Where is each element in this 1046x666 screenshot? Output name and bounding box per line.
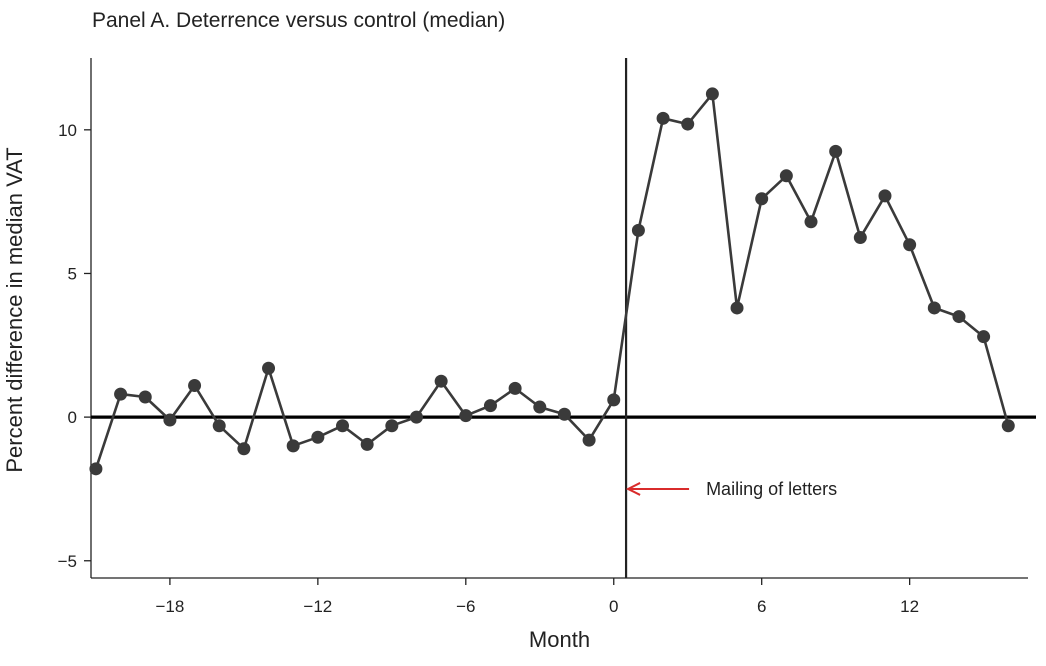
data-point	[434, 374, 448, 388]
data-point	[138, 390, 152, 404]
data-point	[188, 379, 202, 393]
x-tick-label: −12	[303, 597, 332, 616]
y-tick-label: 0	[68, 408, 77, 427]
x-tick-label: 6	[757, 597, 766, 616]
data-point	[779, 169, 793, 183]
data-point	[385, 419, 399, 433]
data-point	[1001, 419, 1015, 433]
data-point	[114, 387, 128, 401]
y-axis-label: Percent difference in median VAT	[2, 147, 27, 472]
annotation-arrow-head	[625, 482, 641, 496]
data-point	[459, 409, 473, 423]
mailing-annotation: Mailing of letters	[625, 479, 837, 499]
data-point	[977, 330, 991, 344]
data-point	[829, 144, 843, 158]
y-tick-label: 10	[58, 121, 77, 140]
x-tick-label: 0	[609, 597, 618, 616]
data-point	[360, 437, 374, 451]
data-points	[89, 87, 1015, 476]
data-point	[903, 238, 917, 252]
data-point	[483, 399, 497, 413]
data-point	[952, 310, 966, 324]
data-point	[311, 430, 325, 444]
x-ticks: −18 −12 −6 0 6 12	[155, 578, 919, 616]
data-point	[656, 111, 670, 125]
data-point	[804, 215, 818, 229]
data-point	[409, 410, 423, 424]
data-point	[212, 419, 226, 433]
data-point	[533, 400, 547, 414]
data-point	[557, 407, 571, 421]
chart-title: Panel A. Deterrence versus control (medi…	[92, 9, 505, 32]
data-point	[730, 301, 744, 315]
x-tick-label: −18	[155, 597, 184, 616]
annotation-text: Mailing of letters	[706, 479, 837, 499]
data-point	[853, 231, 867, 245]
data-point	[755, 192, 769, 206]
data-point	[89, 462, 103, 476]
data-point	[336, 419, 350, 433]
data-point	[582, 433, 596, 447]
x-tick-label: 12	[900, 597, 919, 616]
data-point	[163, 413, 177, 427]
y-ticks: −5 0 5 10	[58, 121, 91, 571]
data-point	[286, 439, 300, 453]
data-point	[631, 223, 645, 237]
data-point	[705, 87, 719, 101]
data-point	[878, 189, 892, 203]
data-point	[508, 381, 522, 395]
data-point	[927, 301, 941, 315]
x-axis-label: Month	[529, 627, 590, 652]
y-tick-label: −5	[58, 552, 77, 571]
data-point	[607, 393, 621, 407]
data-point	[237, 442, 251, 456]
data-point	[262, 361, 276, 375]
series-line	[94, 92, 1010, 470]
y-tick-label: 5	[68, 264, 77, 283]
data-point	[681, 117, 695, 131]
x-tick-label: −6	[456, 597, 475, 616]
